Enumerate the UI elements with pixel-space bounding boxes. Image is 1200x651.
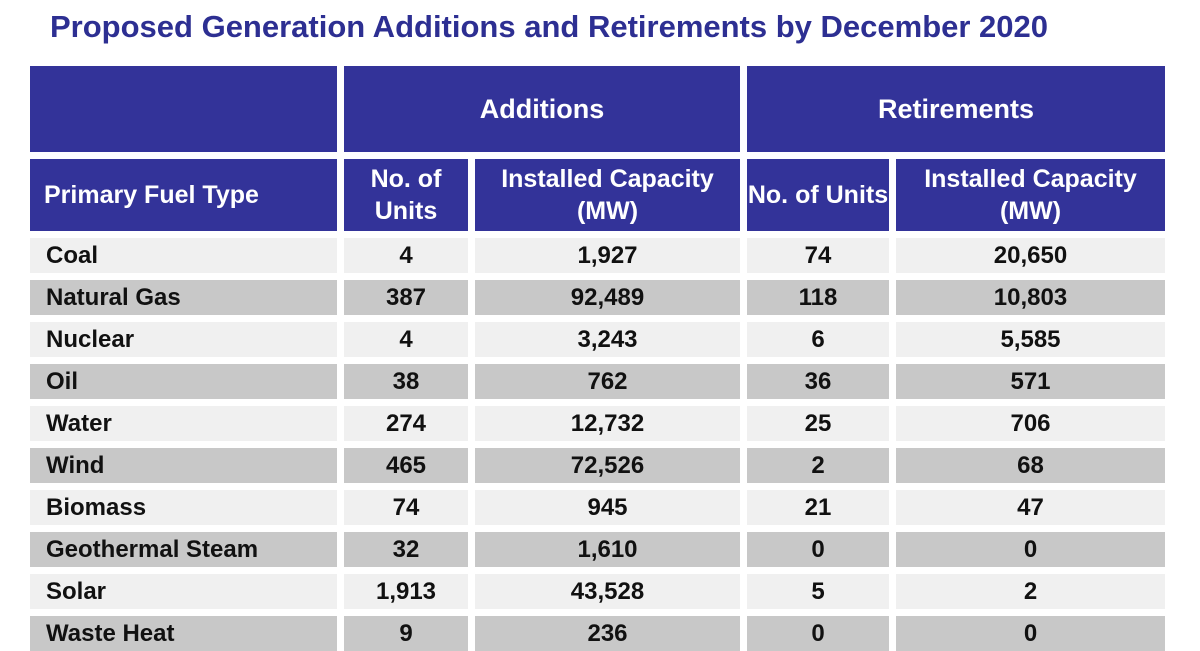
fuel-type-cell: Water xyxy=(30,406,337,442)
additions-units-cell: 1,913 xyxy=(344,574,468,610)
blank-header-cell xyxy=(30,66,337,153)
additions-capacity-cell: 1,610 xyxy=(475,532,740,568)
table-row-waste-heat: Waste Heat 9 236 0 0 xyxy=(30,616,1165,651)
retirements-units-cell: 6 xyxy=(747,322,889,358)
table-row-geothermal-steam: Geothermal Steam 32 1,610 0 0 xyxy=(30,532,1165,568)
additions-units-cell: 4 xyxy=(344,322,468,358)
additions-capacity-cell: 945 xyxy=(475,490,740,526)
group-header-row: Additions Retirements xyxy=(30,66,1165,153)
fuel-type-column-header: Primary Fuel Type xyxy=(30,159,337,232)
additions-group-header: Additions xyxy=(344,66,740,153)
fuel-type-cell: Waste Heat xyxy=(30,616,337,651)
retirements-units-cell: 36 xyxy=(747,364,889,400)
additions-units-column-header: No. of Units xyxy=(344,159,468,232)
additions-capacity-cell: 3,243 xyxy=(475,322,740,358)
additions-units-cell: 387 xyxy=(344,280,468,316)
retirements-units-cell: 0 xyxy=(747,532,889,568)
page-title: Proposed Generation Additions and Retire… xyxy=(50,9,1049,44)
retirements-capacity-cell: 571 xyxy=(896,364,1165,400)
fuel-type-cell: Biomass xyxy=(30,490,337,526)
retirements-capacity-cell: 47 xyxy=(896,490,1165,526)
retirements-capacity-cell: 706 xyxy=(896,406,1165,442)
retirements-units-cell: 25 xyxy=(747,406,889,442)
table-row-coal: Coal 4 1,927 74 20,650 xyxy=(30,238,1165,274)
retirements-capacity-cell: 10,803 xyxy=(896,280,1165,316)
additions-units-cell: 4 xyxy=(344,238,468,274)
fuel-type-cell: Solar xyxy=(30,574,337,610)
additions-units-cell: 38 xyxy=(344,364,468,400)
additions-units-cell: 74 xyxy=(344,490,468,526)
table-row-wind: Wind 465 72,526 2 68 xyxy=(30,448,1165,484)
retirements-group-header: Retirements xyxy=(747,66,1165,153)
table-row-solar: Solar 1,913 43,528 5 2 xyxy=(30,574,1165,610)
additions-capacity-cell: 762 xyxy=(475,364,740,400)
retirements-units-column-header: No. of Units xyxy=(747,159,889,232)
additions-units-cell: 274 xyxy=(344,406,468,442)
retirements-capacity-column-header: Installed Capacity (MW) xyxy=(896,159,1165,232)
column-header-row: Primary Fuel Type No. of Units Installed… xyxy=(30,159,1165,232)
retirements-capacity-cell: 5,585 xyxy=(896,322,1165,358)
additions-capacity-column-header: Installed Capacity (MW) xyxy=(475,159,740,232)
retirements-units-cell: 2 xyxy=(747,448,889,484)
table-row-water: Water 274 12,732 25 706 xyxy=(30,406,1165,442)
fuel-type-cell: Wind xyxy=(30,448,337,484)
additions-capacity-cell: 1,927 xyxy=(475,238,740,274)
additions-capacity-cell: 43,528 xyxy=(475,574,740,610)
table-row-nuclear: Nuclear 4 3,243 6 5,585 xyxy=(30,322,1165,358)
table-row-natural-gas: Natural Gas 387 92,489 118 10,803 xyxy=(30,280,1165,316)
additions-units-cell: 32 xyxy=(344,532,468,568)
additions-capacity-cell: 236 xyxy=(475,616,740,651)
fuel-type-cell: Geothermal Steam xyxy=(30,532,337,568)
retirements-units-cell: 0 xyxy=(747,616,889,651)
retirements-capacity-cell: 0 xyxy=(896,616,1165,651)
table-row-biomass: Biomass 74 945 21 47 xyxy=(30,490,1165,526)
table-row-oil: Oil 38 762 36 571 xyxy=(30,364,1165,400)
additions-capacity-cell: 72,526 xyxy=(475,448,740,484)
page: Proposed Generation Additions and Retire… xyxy=(0,8,1200,651)
fuel-type-cell: Natural Gas xyxy=(30,280,337,316)
fuel-type-cell: Oil xyxy=(30,364,337,400)
retirements-capacity-cell: 20,650 xyxy=(896,238,1165,274)
retirements-units-cell: 5 xyxy=(747,574,889,610)
retirements-units-cell: 74 xyxy=(747,238,889,274)
additions-capacity-cell: 12,732 xyxy=(475,406,740,442)
retirements-capacity-cell: 2 xyxy=(896,574,1165,610)
retirements-units-cell: 21 xyxy=(747,490,889,526)
additions-units-cell: 465 xyxy=(344,448,468,484)
generation-table: Additions Retirements Primary Fuel Type … xyxy=(30,66,1165,651)
retirements-units-cell: 118 xyxy=(747,280,889,316)
retirements-capacity-cell: 0 xyxy=(896,532,1165,568)
additions-capacity-cell: 92,489 xyxy=(475,280,740,316)
fuel-type-cell: Nuclear xyxy=(30,322,337,358)
additions-units-cell: 9 xyxy=(344,616,468,651)
retirements-capacity-cell: 68 xyxy=(896,448,1165,484)
fuel-type-cell: Coal xyxy=(30,238,337,274)
